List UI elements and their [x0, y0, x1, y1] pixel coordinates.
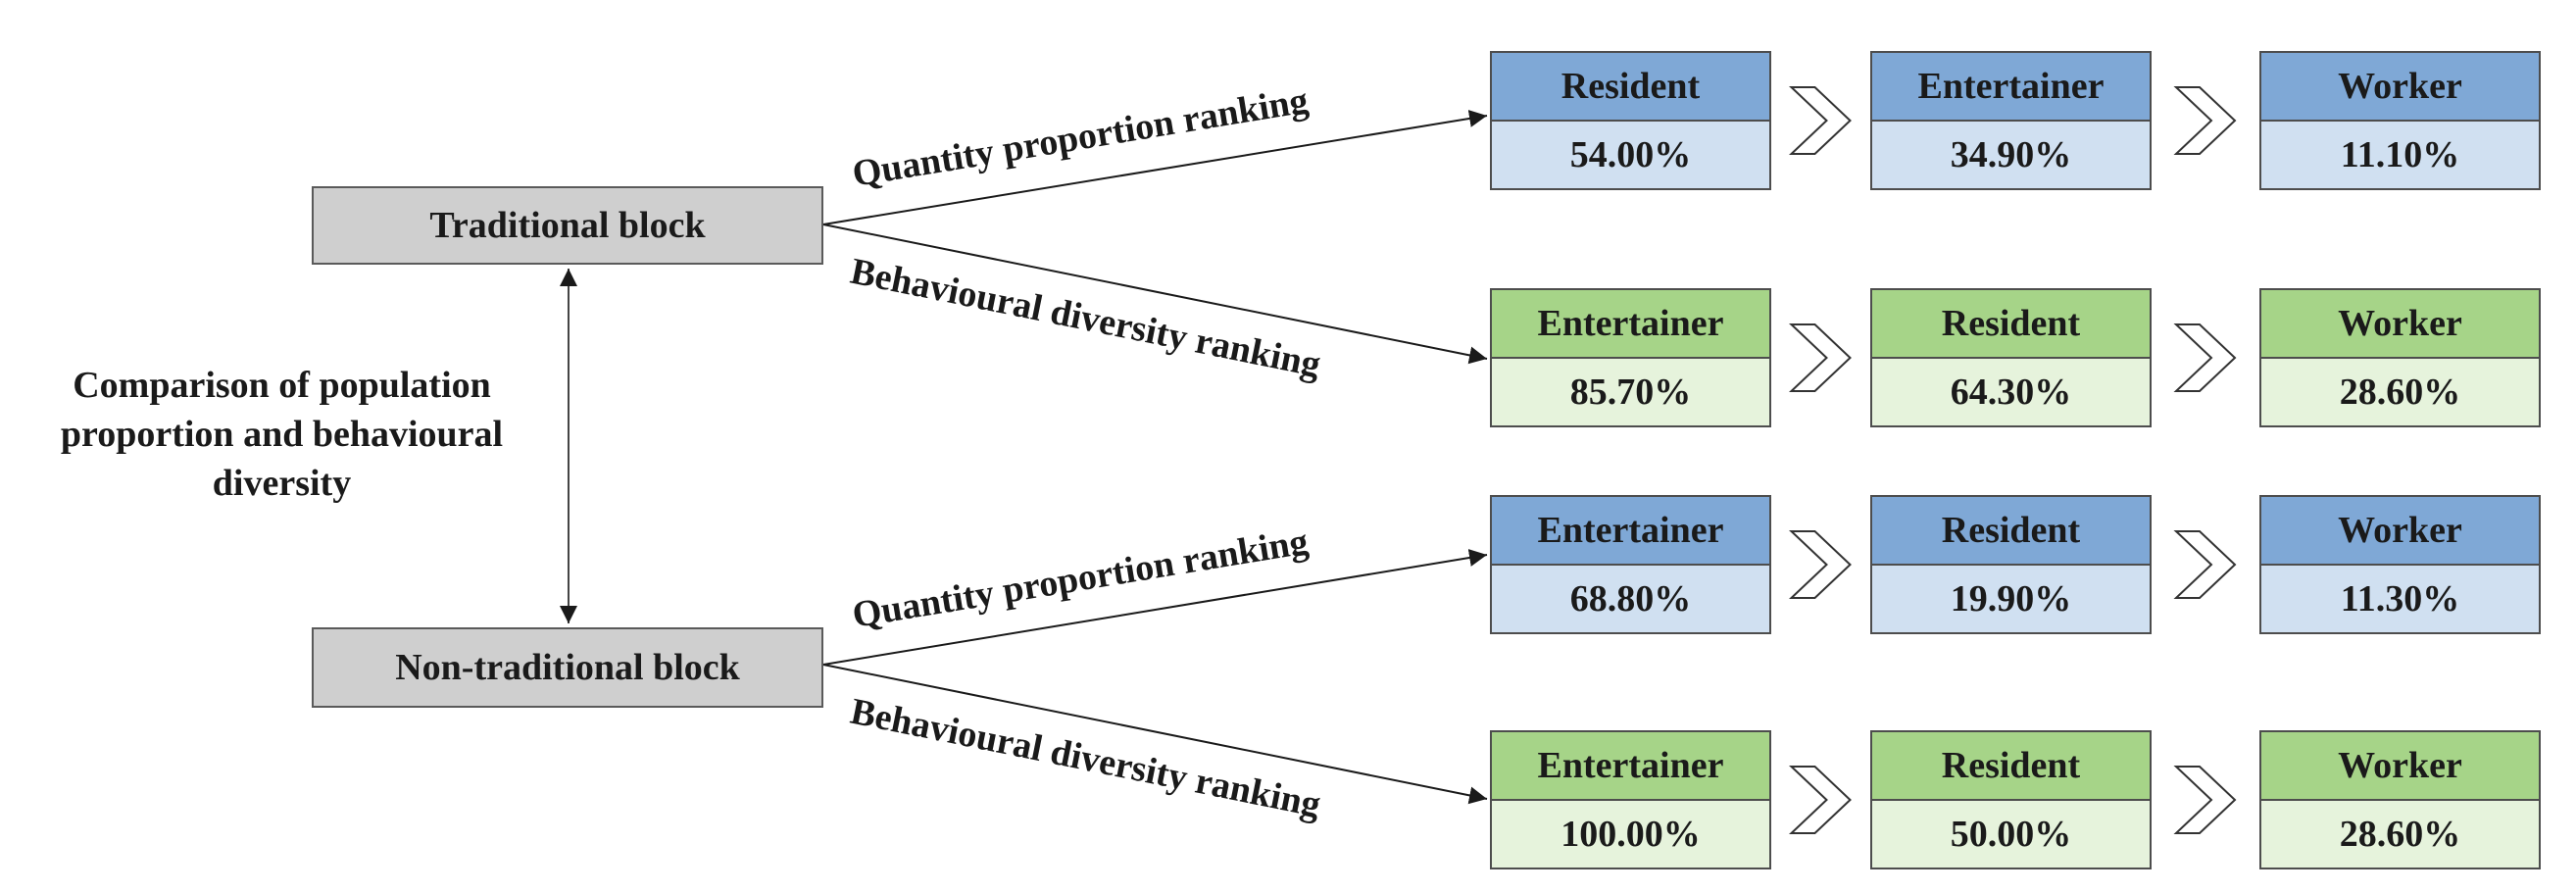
- ranking-card: Entertainer 85.70%: [1490, 288, 1771, 427]
- ranking-card-label: Entertainer: [1492, 497, 1769, 566]
- ranking-card-label: Worker: [2261, 290, 2539, 359]
- ranking-card-value: 64.30%: [1872, 359, 2150, 425]
- ranking-card: Resident 64.30%: [1870, 288, 2152, 427]
- ranking-card-label: Resident: [1872, 497, 2150, 566]
- chevron-layer: [1788, 86, 2237, 834]
- ranking-card: Worker 11.10%: [2259, 51, 2541, 190]
- ranking-card-label: Worker: [2261, 497, 2539, 566]
- comparison-label-line-2: proportion and behavioural: [60, 414, 504, 455]
- traditional-block: Traditional block: [312, 186, 823, 265]
- comparison-label: Comparison of population proportion and …: [0, 361, 564, 508]
- ranking-card: Entertainer 100.00%: [1490, 730, 1771, 869]
- ranking-card-value: 19.90%: [1872, 566, 2150, 632]
- chevron-right-icon: [1788, 530, 1852, 599]
- arrow-nontraditional-behaviour: [822, 664, 1488, 805]
- ranking-card-value: 28.60%: [2261, 359, 2539, 425]
- ranking-card-label: Entertainer: [1492, 290, 1769, 359]
- edge-label-nontraditional-behaviour: Behavioural diversity ranking: [847, 691, 1323, 826]
- ranking-card: Resident 19.90%: [1870, 495, 2152, 634]
- ranking-card-label: Worker: [2261, 732, 2539, 801]
- ranking-card-value: 68.80%: [1492, 566, 1769, 632]
- edge-label-traditional-quantity: Quantity proportion ranking: [850, 79, 1312, 194]
- chevron-right-icon: [2173, 323, 2237, 392]
- ranking-card: Entertainer 68.80%: [1490, 495, 1771, 634]
- ranking-card: Worker 28.60%: [2259, 288, 2541, 427]
- ranking-card: Resident 50.00%: [1870, 730, 2152, 869]
- chevron-right-icon: [2173, 530, 2237, 599]
- ranking-card-value: 100.00%: [1492, 801, 1769, 868]
- arrow-nontraditional-quantity: [822, 549, 1488, 666]
- edge-label-traditional-behaviour: Behavioural diversity ranking: [847, 251, 1323, 386]
- ranking-card-label: Entertainer: [1492, 732, 1769, 801]
- ranking-card-value: 28.60%: [2261, 801, 2539, 868]
- ranking-card-label: Worker: [2261, 53, 2539, 122]
- edge-label-nontraditional-quantity: Quantity proportion ranking: [850, 521, 1312, 635]
- ranking-card: Worker 28.60%: [2259, 730, 2541, 869]
- chevron-right-icon: [1788, 86, 1852, 155]
- chevron-right-icon: [2173, 86, 2237, 155]
- ranking-card-value: 34.90%: [1872, 122, 2150, 188]
- comparison-label-line-1: Comparison of population: [73, 365, 491, 406]
- non-traditional-block: Non-traditional block: [312, 627, 823, 708]
- ranking-card-value: 50.00%: [1872, 801, 2150, 868]
- chevron-right-icon: [1788, 766, 1852, 834]
- ranking-card-label: Resident: [1492, 53, 1769, 122]
- ranking-card-label: Entertainer: [1872, 53, 2150, 122]
- arrow-traditional-behaviour: [822, 223, 1488, 365]
- chevron-right-icon: [1788, 323, 1852, 392]
- ranking-card-value: 85.70%: [1492, 359, 1769, 425]
- ranking-card: Entertainer 34.90%: [1870, 51, 2152, 190]
- ranking-card: Worker 11.30%: [2259, 495, 2541, 634]
- comparison-label-line-3: diversity: [212, 463, 352, 504]
- ranking-card-label: Resident: [1872, 290, 2150, 359]
- arrow-traditional-quantity: [822, 110, 1488, 225]
- ranking-card: Resident 54.00%: [1490, 51, 1771, 190]
- ranking-card-value: 11.30%: [2261, 566, 2539, 632]
- ranking-card-value: 54.00%: [1492, 122, 1769, 188]
- ranking-card-label: Resident: [1872, 732, 2150, 801]
- ranking-card-value: 11.10%: [2261, 122, 2539, 188]
- chevron-right-icon: [2173, 766, 2237, 834]
